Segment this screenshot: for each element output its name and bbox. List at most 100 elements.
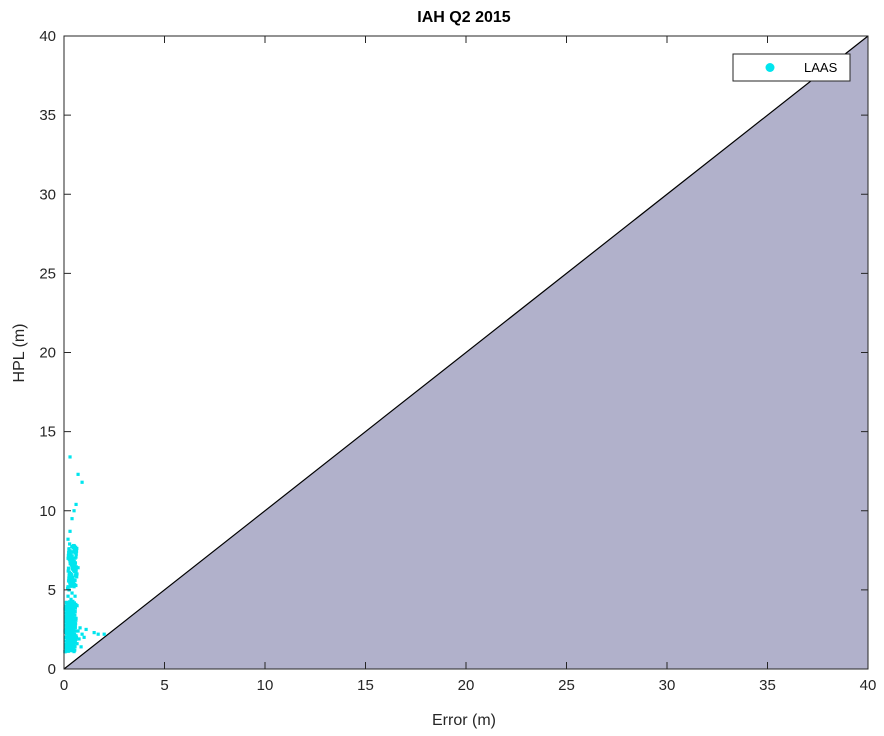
data-point <box>76 629 80 633</box>
data-point <box>72 617 77 621</box>
data-point <box>65 605 70 610</box>
y-tick-label: 30 <box>39 186 56 203</box>
data-point <box>72 550 76 554</box>
x-tick-label: 30 <box>659 677 676 694</box>
legend-box <box>732 53 851 82</box>
data-point <box>72 509 76 513</box>
data-point <box>64 623 68 627</box>
y-tick-label: 40 <box>39 28 56 45</box>
x-axis-label: Error (m) <box>432 712 496 729</box>
data-point <box>84 627 88 632</box>
data-point <box>74 602 78 607</box>
data-point <box>63 646 67 650</box>
data-point <box>70 629 74 633</box>
axis-ticks: 0 5 10 15 20 25 30 35 40 0 5 10 15 20 25 30 35 40 <box>39 28 876 694</box>
y-tick-label: 15 <box>39 424 56 441</box>
data-point <box>73 574 78 578</box>
data-point <box>69 605 73 609</box>
x-tick-label: 15 <box>357 677 374 694</box>
data-point <box>67 623 71 627</box>
data-point <box>69 597 73 601</box>
data-point <box>66 569 70 573</box>
data-point <box>70 517 74 521</box>
data-point <box>80 632 84 636</box>
y-tick-label: 35 <box>39 107 56 124</box>
data-point <box>67 548 71 552</box>
data-point <box>68 631 72 635</box>
x-tick-label: 35 <box>759 677 776 694</box>
data-point <box>66 649 70 653</box>
data-point <box>76 566 80 570</box>
data-point <box>71 612 75 616</box>
x-tick-label: 5 <box>160 677 168 694</box>
data-point <box>69 584 73 588</box>
data-point <box>66 553 70 558</box>
data-point <box>70 567 74 571</box>
data-point <box>72 632 77 636</box>
data-point <box>70 626 74 630</box>
data-point <box>67 638 71 643</box>
data-point <box>63 611 68 615</box>
data-point <box>63 615 67 619</box>
y-tick-label: 25 <box>39 265 56 282</box>
data-point <box>67 635 72 639</box>
data-point <box>74 502 78 507</box>
data-point <box>96 632 100 636</box>
y-tick-label: 5 <box>48 582 56 599</box>
legend: LAAS <box>732 53 851 82</box>
data-point <box>102 632 106 636</box>
data-point <box>66 585 70 589</box>
data-point <box>72 604 76 609</box>
data-point <box>74 637 78 642</box>
diagonal-line <box>63 35 869 670</box>
chart-title: IAH Q2 2015 <box>417 9 510 26</box>
y-tick-label: 20 <box>39 345 56 362</box>
data-point <box>73 625 77 629</box>
x-tick-label: 0 <box>60 677 68 694</box>
data-point <box>72 620 76 624</box>
data-point <box>82 635 86 639</box>
data-point <box>68 542 72 546</box>
data-point <box>68 562 72 566</box>
data-point <box>65 644 69 648</box>
data-point <box>70 591 74 595</box>
data-point <box>68 455 72 459</box>
data-point <box>67 573 71 577</box>
data-point <box>68 643 72 648</box>
x-tick-label: 25 <box>558 677 575 694</box>
data-point <box>74 616 78 620</box>
data-point <box>70 622 74 626</box>
data-point <box>66 579 71 583</box>
data-point <box>72 544 77 548</box>
data-point <box>67 550 71 555</box>
data-point <box>68 647 72 651</box>
plot-area <box>63 35 869 670</box>
x-tick-label: 10 <box>257 677 274 694</box>
data-point <box>66 614 70 618</box>
data-point <box>71 634 75 639</box>
data-point <box>78 626 82 630</box>
data-point <box>92 631 96 635</box>
data-point <box>72 608 76 612</box>
data-point <box>69 617 73 621</box>
data-point <box>66 556 70 560</box>
data-point <box>65 640 70 645</box>
x-tick-label: 20 <box>458 677 475 694</box>
data-point <box>67 610 71 615</box>
data-point <box>79 645 83 649</box>
data-point <box>77 637 81 641</box>
data-point <box>68 529 72 533</box>
data-point <box>64 635 68 640</box>
data-point <box>66 602 70 606</box>
data-point <box>74 555 78 559</box>
y-axis-label: HPL (m) <box>11 324 28 383</box>
data-point <box>68 608 73 613</box>
legend-label-laas: LAAS <box>804 60 838 75</box>
y-tick-label: 10 <box>39 503 56 520</box>
data-point <box>70 638 75 642</box>
data-point <box>73 594 77 598</box>
y-tick-label: 0 <box>48 661 56 678</box>
data-point <box>65 632 69 636</box>
